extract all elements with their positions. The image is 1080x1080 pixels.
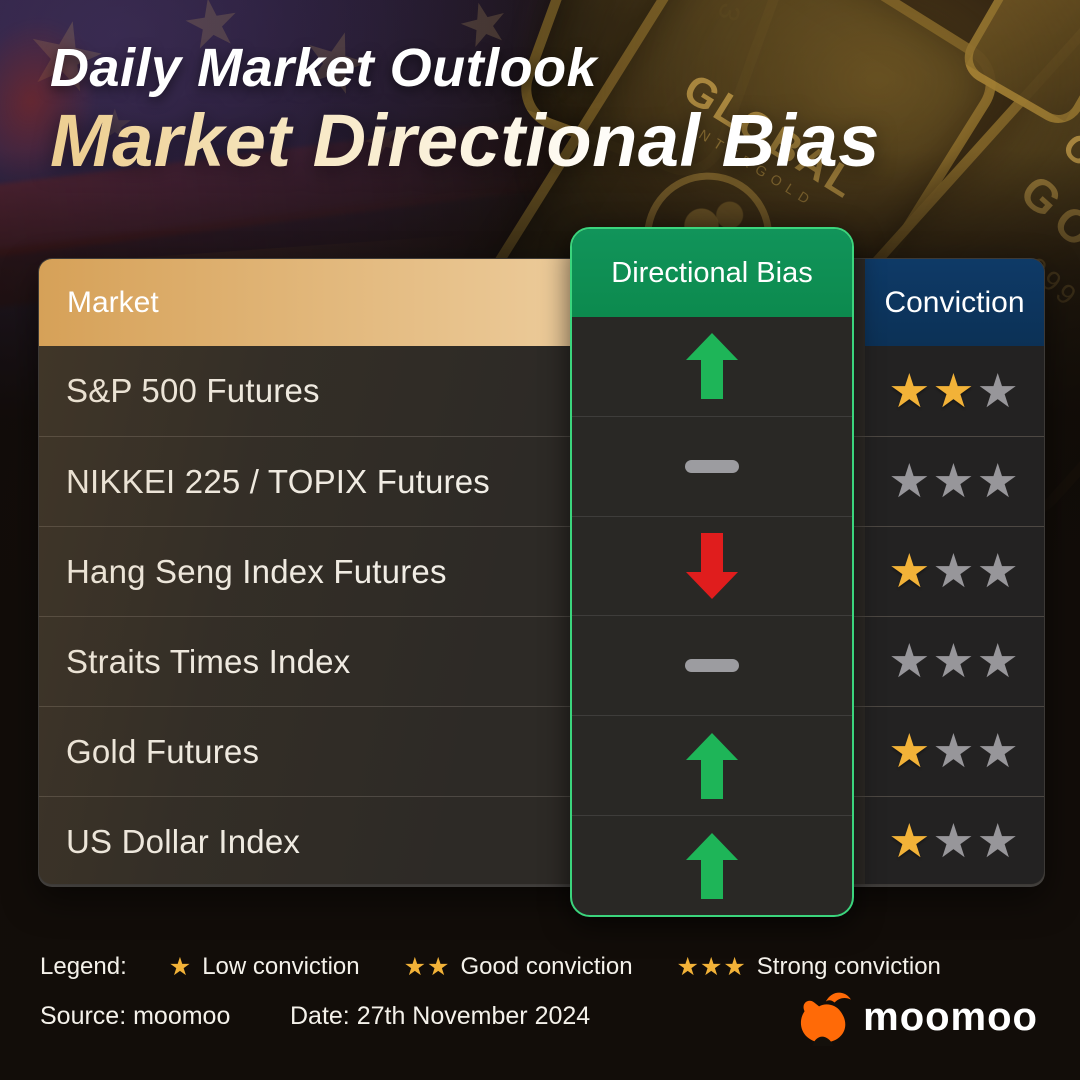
- star-filled-icon: ★: [888, 363, 933, 419]
- star-empty-icon: ★: [932, 724, 977, 779]
- market-cell: Gold Futures: [39, 707, 571, 796]
- star-empty-icon: ★: [976, 814, 1021, 869]
- bias-column-body: [572, 317, 852, 915]
- market-cell: Straits Times Index: [39, 617, 571, 706]
- star-empty-icon: ★: [932, 634, 977, 689]
- up-arrow-icon: [686, 333, 738, 400]
- market-label: S&P 500 Futures: [66, 372, 320, 409]
- legend-item: ★ Low conviction: [169, 952, 360, 981]
- star-filled-icon: ★: [888, 544, 933, 599]
- legend-stars-icon: ★★: [403, 952, 451, 981]
- market-label: Hang Seng Index Futures: [66, 552, 447, 590]
- bias-cell-up: [572, 715, 852, 815]
- market-label: NIKKEI 225 / TOPIX Futures: [66, 462, 491, 500]
- directional-bias-card: Directional Bias: [570, 227, 854, 917]
- conviction-cell: ★ ★ ★: [865, 797, 1044, 884]
- moomoo-wordmark: moomoo: [863, 994, 1038, 1039]
- legend-item-label: Strong conviction: [756, 952, 941, 980]
- legend-stars-icon: ★★★: [676, 952, 747, 981]
- bias-cell-up: [572, 815, 852, 915]
- page-title: Market Directional Bias: [50, 98, 880, 182]
- bias-cell-down: [572, 515, 852, 616]
- dash-icon: [685, 459, 739, 473]
- conviction-cell: ★ ★ ★: [865, 527, 1044, 616]
- moomoo-logo: moomoo: [789, 988, 1038, 1046]
- dash-icon: [685, 659, 739, 673]
- market-cell: US Dollar Index: [39, 797, 571, 884]
- star-empty-icon: ★: [976, 724, 1021, 779]
- conviction-cell: ★ ★ ★: [865, 437, 1044, 526]
- table-row: Hang Seng Index Futures ★ ★ ★: [39, 526, 1044, 616]
- market-label: Straits Times Index: [66, 642, 351, 680]
- conviction-cell: ★ ★ ★: [865, 617, 1044, 706]
- moomoo-bull-icon: [801, 992, 852, 1046]
- table-row: NIKKEI 225 / TOPIX Futures ★ ★ ★: [39, 436, 1044, 526]
- legend-items: ★ Low conviction ★★ Good conviction ★★★ Stron…: [169, 952, 985, 981]
- market-bias-table: Market Conviction S&P 500 Futures ★ ★ ★ NIKK…: [38, 258, 1045, 885]
- legend: Legend: ★ Low conviction ★★ Good conviction…: [40, 952, 985, 981]
- conviction-cell: ★ ★ ★: [865, 346, 1044, 436]
- star-empty-icon: ★: [932, 814, 977, 869]
- star-empty-icon: ★: [932, 454, 977, 509]
- up-arrow-icon: [686, 732, 738, 799]
- column-header-conviction: Conviction: [865, 259, 1044, 346]
- star-empty-icon: ★: [976, 634, 1021, 689]
- column-header-market: Market: [39, 259, 571, 346]
- table-row: US Dollar Index ★ ★ ★: [39, 796, 1044, 884]
- star-empty-icon: ★: [976, 544, 1021, 599]
- down-arrow-icon: [686, 533, 738, 600]
- legend-stars-icon: ★: [168, 952, 193, 981]
- star-empty-icon: ★: [976, 454, 1021, 509]
- star-empty-icon: ★: [888, 454, 933, 509]
- market-cell: NIKKEI 225 / TOPIX Futures: [39, 437, 571, 526]
- market-cell: S&P 500 Futures: [39, 346, 571, 436]
- title-block: Daily Market Outlook Market Directional …: [50, 36, 880, 178]
- conviction-cell: ★ ★ ★: [865, 707, 1044, 796]
- table-header-row: Market Conviction: [39, 259, 1044, 346]
- table-row: S&P 500 Futures ★ ★ ★: [39, 346, 1044, 436]
- table-row: Straits Times Index ★ ★ ★: [39, 616, 1044, 706]
- legend-item: ★★ Good conviction: [404, 952, 633, 981]
- bias-cell-neutral: [572, 415, 852, 516]
- star-empty-icon: ★: [932, 544, 977, 599]
- date-text: Date: 27th November 2024: [290, 1002, 591, 1030]
- column-header-directional-bias: Directional Bias: [572, 229, 852, 317]
- star-filled-icon: ★: [888, 724, 933, 779]
- column-header-conviction-label: Conviction: [884, 285, 1025, 319]
- up-arrow-icon: [686, 832, 738, 899]
- legend-label: Legend:: [40, 952, 127, 980]
- page-subtitle: Daily Market Outlook: [50, 38, 598, 98]
- legend-item-label: Low conviction: [202, 952, 360, 980]
- market-label: Gold Futures: [66, 732, 260, 770]
- column-header-directional-bias-label: Directional Bias: [611, 256, 813, 289]
- legend-item-label: Good conviction: [460, 952, 633, 980]
- source-text: Source: moomoo: [40, 1002, 231, 1030]
- column-header-market-label: Market: [67, 285, 159, 319]
- bias-cell-neutral: [572, 615, 852, 715]
- market-cell: Hang Seng Index Futures: [39, 527, 571, 616]
- star-filled-icon: ★: [888, 814, 933, 869]
- star-empty-icon: ★: [888, 634, 933, 689]
- market-label: US Dollar Index: [66, 822, 301, 860]
- legend-item: ★★★ Strong conviction: [677, 952, 941, 981]
- star-empty-icon: ★: [976, 363, 1021, 419]
- table-body: S&P 500 Futures ★ ★ ★ NIKKEI 225 / TOPIX Fut…: [39, 346, 1044, 884]
- star-filled-icon: ★: [932, 363, 977, 419]
- table-row: Gold Futures ★ ★ ★: [39, 706, 1044, 796]
- bias-cell-up: [572, 317, 852, 416]
